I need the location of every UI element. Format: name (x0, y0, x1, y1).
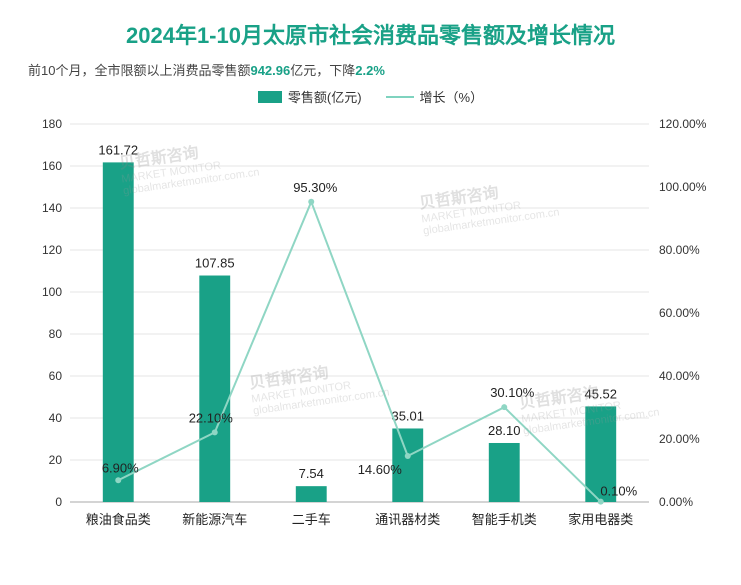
y-left-tick-label: 40 (49, 411, 63, 425)
chart-title: 2024年1-10月太原市社会消费品零售额及增长情况 (22, 18, 719, 50)
bar (103, 162, 134, 502)
chart-plot: 0 20 40 60 80 100 120 140 160 180 0.00% 20.00% 40.00… (22, 114, 719, 544)
bar-value-label: 7.54 (299, 466, 324, 481)
line-point (501, 404, 507, 410)
category-label: 通讯器材类 (375, 512, 440, 527)
subtitle-pct: 2.2% (355, 63, 385, 78)
bar-value-label: 161.72 (98, 142, 138, 157)
category-label: 家用电器类 (568, 512, 633, 527)
legend-line-swatch (386, 96, 414, 98)
category-label: 粮油食品类 (86, 512, 151, 527)
y-right-tick-label: 0.00% (659, 495, 693, 509)
legend-line-item: 增长（%） (386, 87, 484, 106)
bar (199, 276, 230, 502)
bar (489, 443, 520, 502)
y-left-tick-label: 100 (42, 285, 62, 299)
y-left-tick-label: 0 (55, 495, 62, 509)
y-right-tick-label: 20.00% (659, 432, 700, 446)
line-value-label: 95.30% (293, 180, 338, 195)
y-left-tick-label: 20 (49, 453, 63, 467)
bar-value-label: 107.85 (195, 256, 235, 271)
growth-line (118, 202, 601, 502)
legend-line-label: 增长（%） (420, 87, 484, 106)
bar-value-label: 35.01 (391, 408, 424, 423)
y-left-tick-label: 120 (42, 243, 62, 257)
line-value-label: 14.60% (358, 462, 403, 477)
chart-subtitle: 前10个月，全市限额以上消费品零售额942.96亿元，下降2.2% (22, 60, 719, 79)
y-left-tick-label: 80 (49, 327, 63, 341)
line-value-label: 6.90% (102, 460, 139, 475)
line-value-label: 22.10% (189, 410, 234, 425)
legend-bar-swatch (258, 91, 282, 103)
subtitle-prefix: 前10个月，全市限额以上消费品零售额 (28, 63, 250, 78)
line-point (115, 477, 121, 483)
y-right-tick-label: 40.00% (659, 369, 700, 383)
line-point (212, 429, 218, 435)
y-left-tick-label: 180 (42, 117, 62, 131)
category-label: 智能手机类 (472, 512, 537, 527)
category-label: 新能源汽车 (182, 512, 247, 527)
bar (296, 486, 327, 502)
y-right-tick-label: 80.00% (659, 243, 700, 257)
subtitle-value: 942.96 (250, 63, 290, 78)
line-value-label: 30.10% (490, 385, 535, 400)
y-left-tick-label: 60 (49, 369, 63, 383)
chart-container: 2024年1-10月太原市社会消费品零售额及增长情况 前10个月，全市限额以上消… (0, 0, 741, 585)
y-left-tick-label: 140 (42, 201, 62, 215)
line-value-label: 0.10% (600, 484, 637, 499)
y-right-tick-label: 60.00% (659, 306, 700, 320)
chart-svg: 0 20 40 60 80 100 120 140 160 180 0.00% 20.00% 40.00… (22, 114, 719, 544)
y-right-tick-label: 120.00% (659, 117, 707, 131)
legend-bar-item: 零售额(亿元) (258, 87, 362, 106)
line-point (598, 499, 604, 505)
y-left-tick-label: 160 (42, 159, 62, 173)
chart-legend: 零售额(亿元) 增长（%） (22, 87, 719, 106)
bar-value-label: 28.10 (488, 423, 521, 438)
category-label: 二手车 (292, 512, 331, 527)
subtitle-mid: 亿元，下降 (290, 63, 355, 78)
line-point (308, 199, 314, 205)
y-right-tick-label: 100.00% (659, 180, 707, 194)
legend-bar-label: 零售额(亿元) (288, 87, 362, 106)
line-point (405, 453, 411, 459)
bar-value-label: 45.52 (584, 386, 617, 401)
